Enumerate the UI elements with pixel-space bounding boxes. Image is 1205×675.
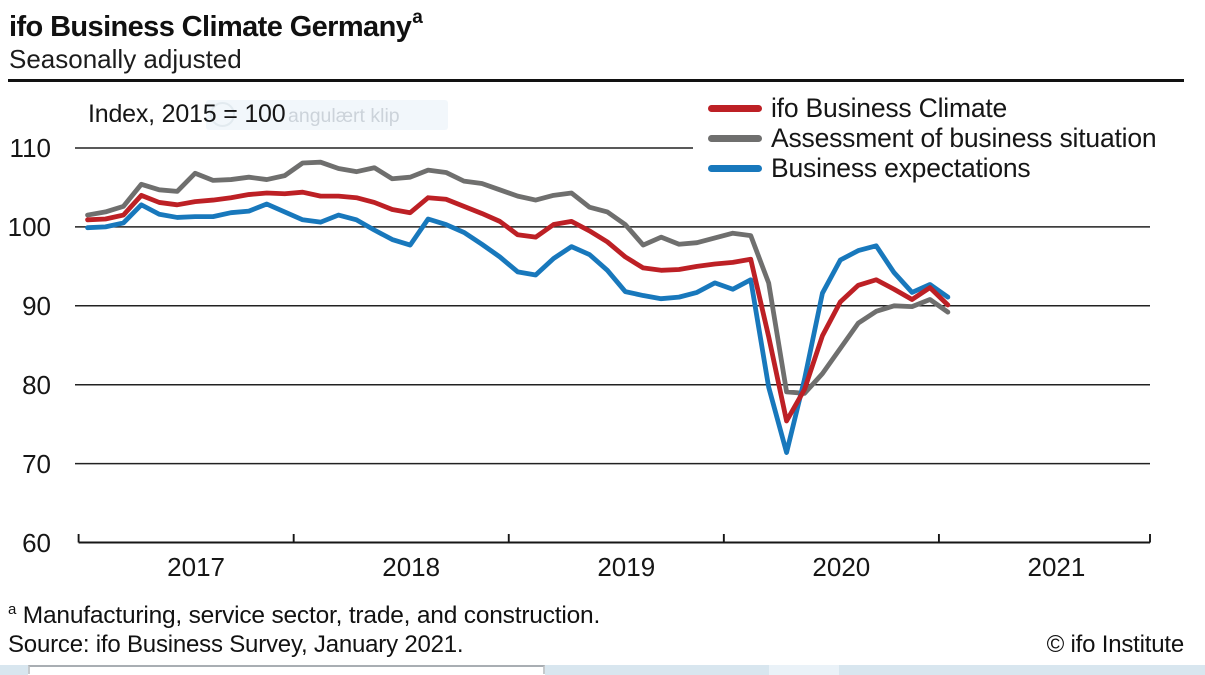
window-below-artifact-light (769, 665, 839, 675)
y-axis-unit-label: Index, 2015 = 100 (88, 100, 286, 128)
window-below-artifact-mid (545, 665, 769, 675)
chart-footnote: a Manufacturing, service sector, trade, … (8, 601, 600, 630)
chart-legend: ifo Business Climate Assessment of busine… (708, 93, 1157, 183)
legend-swatch-1 (708, 134, 762, 142)
snipping-tool-icon-artifact (210, 102, 235, 127)
series-line-0 (85, 189, 951, 424)
series-line-1 (85, 159, 951, 396)
footnote-text: Manufacturing, service sector, trade, an… (22, 602, 601, 629)
legend-label-1: Assessment of business situation (771, 122, 1157, 153)
window-below-artifact-left (0, 665, 28, 675)
chart-title: ifo Business Climate Germanya (9, 7, 423, 44)
y-tick-label-100: 100 (7, 211, 51, 242)
x-tick-label-2021: 2021 (1027, 552, 1086, 582)
legend-label-2: Business expectations (771, 152, 1031, 183)
legend-row-1: Assessment of business situation (708, 122, 1157, 153)
x-tick-label-2020: 2020 (812, 552, 871, 582)
legend-row-2: Business expectations (708, 153, 1156, 183)
copyright-note: © ifo Institute (1046, 631, 1185, 658)
snipping-tool-overlay-artifact: angulært klip (206, 100, 448, 130)
chart-title-text: ifo Business Climate Germany (9, 11, 412, 43)
series-line-2 (85, 201, 951, 455)
chart-subtitle: Seasonally adjusted (9, 44, 242, 74)
y-tick-label-90: 90 (22, 290, 51, 321)
x-tick-label-2018: 2018 (382, 552, 441, 582)
window-below-artifact-right (839, 665, 1205, 675)
snipping-tool-overlay-text: angulært klip (288, 105, 400, 127)
x-tick-label-2019: 2019 (597, 552, 656, 582)
window-below-artifact-box (28, 665, 545, 674)
title-separator-rule (8, 79, 1184, 82)
y-tick-label-60: 60 (22, 527, 51, 558)
legend-label-0: ifo Business Climate (771, 92, 1008, 123)
footnote-marker: a (8, 601, 17, 618)
source-note: Source: ifo Business Survey, January 202… (8, 631, 464, 658)
y-tick-label-110: 110 (9, 133, 51, 163)
legend-swatch-2 (708, 164, 762, 172)
chart-title-superscript: a (412, 7, 423, 28)
y-tick-label-80: 80 (22, 369, 51, 400)
legend-swatch-0 (708, 104, 762, 112)
y-tick-label-70: 70 (22, 448, 51, 479)
x-tick-label-2017: 2017 (167, 552, 226, 582)
legend-row-0: ifo Business Climate (708, 93, 1156, 123)
